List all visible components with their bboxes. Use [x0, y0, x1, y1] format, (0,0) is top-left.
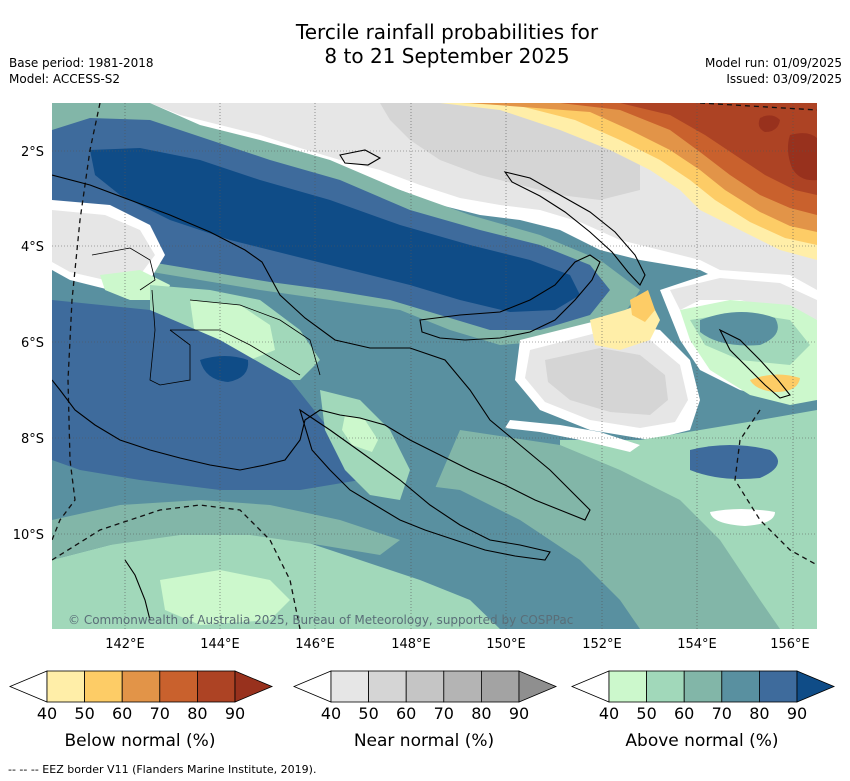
colorbar-above-segment — [683, 670, 723, 703]
colorbar-near-tick: 90 — [508, 704, 530, 723]
colorbar-below-segment — [121, 670, 161, 703]
base-period-text: Base period: 1981-2018 — [9, 56, 154, 70]
lat-label: 4°S — [21, 240, 44, 255]
field-south-green — [160, 570, 290, 625]
colorbar-label-near: Near normal (%) — [353, 731, 495, 751]
field-below-6 — [787, 133, 817, 181]
colorbar-above-segment — [608, 670, 647, 703]
lon-label: 150°E — [486, 637, 526, 652]
copyright-text: © Commonwealth of Australia 2025, Bureau… — [68, 613, 574, 627]
colorbar-above-right-arrow — [796, 670, 836, 703]
colorbar-near-tick: 60 — [396, 704, 417, 723]
lon-labels: 142°E 144°E 146°E 148°E 150°E 152°E 154°… — [105, 637, 810, 652]
colorbar-near-right-arrow — [518, 670, 558, 703]
model-run-text: Model run: 01/09/2025 — [704, 56, 842, 70]
colorbar-above-tick: 90 — [786, 704, 808, 723]
field-white-bar — [505, 420, 640, 452]
colorbar-near-segment — [480, 670, 520, 703]
lat-labels: 2°S 4°S 6°S 8°S 10°S — [13, 145, 44, 543]
field-east-yellow2 — [630, 290, 655, 322]
eez-footer-note: -- -- -- EEZ border V11 (Flanders Marine… — [8, 763, 317, 776]
colorbar-above-segment — [721, 670, 760, 703]
colorbar-below-segment — [159, 670, 198, 703]
field-east-near2 — [545, 348, 668, 415]
lon-label: 146°E — [295, 637, 335, 652]
new-ireland — [503, 171, 646, 286]
manus — [339, 149, 382, 166]
field-dark-spot — [200, 356, 249, 382]
field-south-70 — [52, 500, 400, 560]
colorbar-near-segment — [330, 670, 369, 703]
colorbar-near-segment — [443, 670, 482, 703]
colorbar-below-segment — [196, 670, 236, 703]
colorbar-above-tick: 60 — [674, 704, 695, 723]
colorbars — [8, 670, 836, 703]
title-line-1: Tercile rainfall probabilities for — [295, 20, 599, 44]
colorbar-below-tick: 40 — [36, 704, 58, 723]
new-guinea-coast — [52, 174, 591, 521]
colorbar-below-segment — [84, 670, 123, 703]
colorbar-below-tick: 90 — [224, 704, 246, 723]
lon-label: 142°E — [105, 637, 145, 652]
issued-text: Issued: 03/09/2025 — [726, 72, 842, 86]
colorbar-above-left-arrow — [570, 670, 610, 703]
lon-label: 148°E — [391, 637, 431, 652]
lon-label: 152°E — [582, 637, 622, 652]
field-se-white — [710, 509, 775, 526]
colorbar-near-left-arrow — [292, 670, 332, 703]
colorbar-above-tick: 70 — [711, 704, 732, 723]
lon-label: 144°E — [200, 637, 240, 652]
field-se-blue — [690, 445, 778, 479]
lat-label: 6°S — [21, 336, 44, 351]
colorbar-near-segment — [368, 670, 407, 703]
colorbar-near-tick: 70 — [433, 704, 454, 723]
colorbar-below-tick: 50 — [74, 704, 95, 723]
field-fareast-yellow — [750, 374, 800, 392]
colorbar-label-below: Below normal (%) — [64, 731, 216, 751]
papuan-peninsula — [299, 408, 551, 561]
lat-label: 10°S — [13, 528, 44, 543]
field-near-west — [52, 210, 155, 280]
field-above-90 — [90, 148, 580, 312]
meta-left: Base period: 1981-2018 Model: ACCESS-S2 — [9, 55, 154, 87]
colorbar-below-tick: 80 — [187, 704, 208, 723]
lon-label: 154°E — [677, 637, 717, 652]
lon-label: 156°E — [770, 637, 810, 652]
colorbar-below-tick: 70 — [149, 704, 170, 723]
lat-label: 2°S — [21, 145, 44, 160]
eez-borders — [52, 103, 817, 629]
coastlines — [52, 149, 791, 621]
bougainville — [718, 328, 791, 399]
colorbar-below-right-arrow — [234, 670, 274, 703]
colorbar-near-tick: 50 — [358, 704, 379, 723]
field-central-50 — [342, 415, 378, 452]
field-fareast-80 — [700, 311, 778, 346]
gridlines — [52, 103, 817, 629]
colorbar-near-tick: 80 — [471, 704, 492, 723]
probability-field — [52, 103, 817, 629]
lat-label: 8°S — [21, 432, 44, 447]
colorbar-near-tick: 40 — [320, 704, 342, 723]
model-text: Model: ACCESS-S2 — [9, 72, 121, 86]
colorbar-label-above: Above normal (%) — [625, 731, 779, 751]
colorbar-above-tick: 80 — [749, 704, 770, 723]
colorbar-below-tick: 60 — [112, 704, 133, 723]
new-britain — [419, 254, 601, 341]
title-line-2: 8 to 21 September 2025 — [324, 44, 570, 68]
colorbar-above-tick: 50 — [636, 704, 657, 723]
colorbar-below-segment — [46, 670, 85, 703]
meta-right: Model run: 01/09/2025 Issued: 03/09/2025 — [705, 55, 842, 87]
cape-york — [124, 559, 151, 621]
colorbar-above-tick: 40 — [598, 704, 620, 723]
map-title: Tercile rainfall probabilities for 8 to … — [0, 20, 850, 68]
colorbar-near-segment — [405, 670, 445, 703]
province-borders — [91, 247, 321, 386]
colorbar-below-left-arrow — [8, 670, 48, 703]
field-below-6b — [758, 115, 780, 132]
colorbar-above-segment — [646, 670, 685, 703]
colorbar-above-segment — [759, 670, 798, 703]
